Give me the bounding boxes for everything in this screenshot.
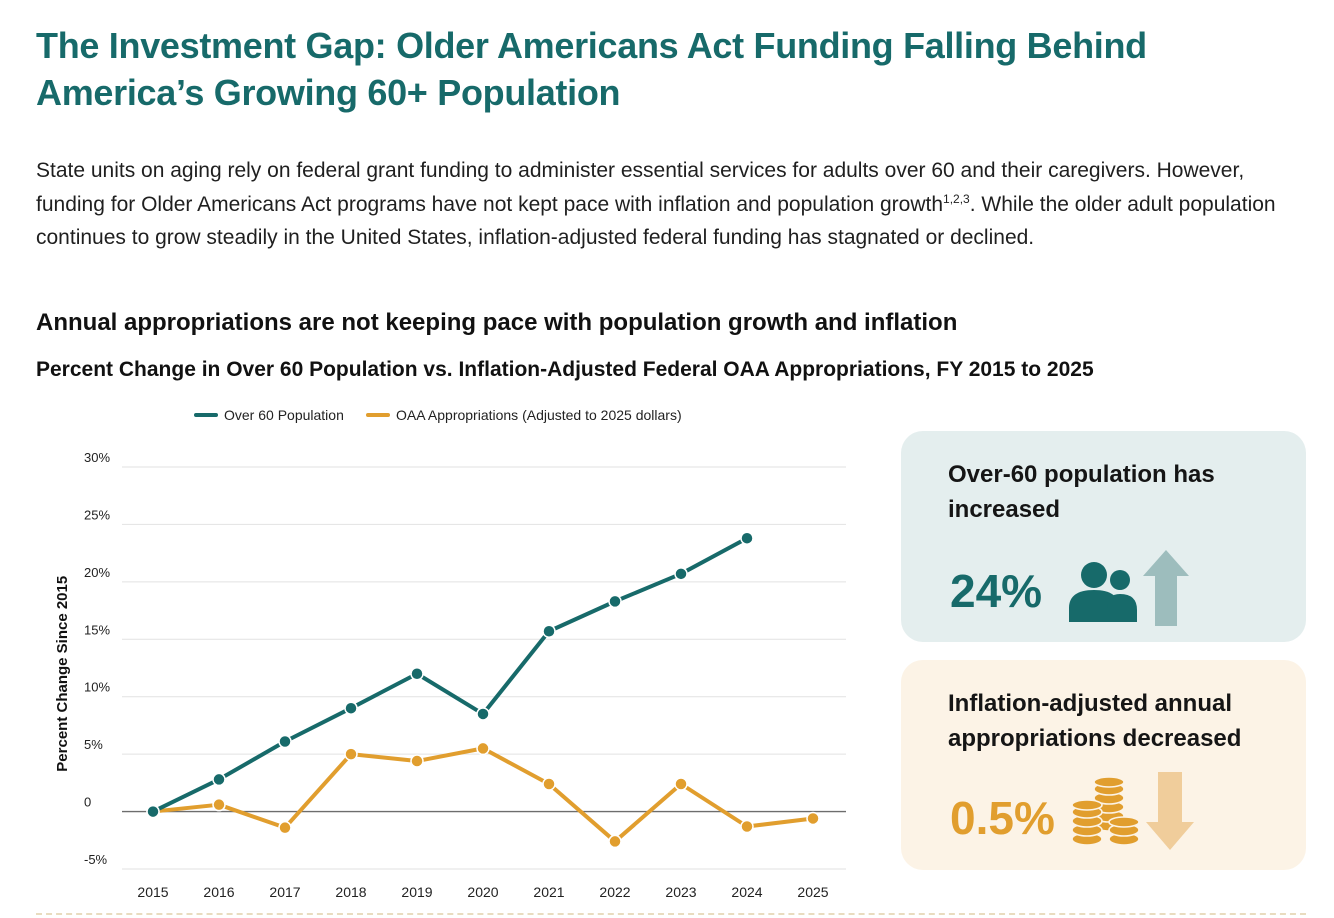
bottom-divider [36, 913, 1306, 915]
y-tick-label: 20% [84, 565, 110, 580]
y-tick-label: 0 [84, 795, 91, 810]
data-point [476, 741, 490, 756]
y-tick-label: 25% [84, 507, 110, 522]
data-point [344, 701, 358, 715]
intro-text: State units on aging rely on federal gra… [36, 159, 1245, 216]
y-tick-label: 30% [84, 450, 110, 465]
data-point [476, 707, 490, 721]
population-card: Over-60 population has increased 24% [901, 431, 1306, 642]
y-tick-label: -5% [84, 852, 108, 867]
data-point [212, 772, 226, 787]
x-tick-label: 2025 [797, 884, 828, 900]
x-tick-label: 2016 [203, 884, 234, 900]
intro-paragraph: State units on aging rely on federal gra… [36, 154, 1286, 255]
data-point [410, 754, 424, 768]
data-point [608, 834, 622, 849]
appropriations-card: Inflation-adjusted annual appropriations… [901, 660, 1306, 870]
data-point [278, 734, 292, 749]
appropriations-card-value: 0.5% [950, 792, 1055, 844]
people-icon [1069, 562, 1137, 622]
data-point [146, 804, 160, 819]
series-line [151, 536, 749, 814]
x-tick-label: 2024 [731, 884, 762, 900]
footnote-refs[interactable]: 1,2,3 [943, 191, 970, 206]
data-point [674, 777, 688, 791]
x-tick-label: 2023 [665, 884, 696, 900]
data-point [740, 819, 754, 834]
data-point [608, 594, 622, 609]
section-heading: Annual appropriations are not keeping pa… [36, 309, 958, 336]
chart-title: Percent Change in Over 60 Population vs.… [36, 358, 1094, 381]
data-point [806, 811, 820, 826]
y-tick-label: 15% [84, 622, 110, 637]
line-chart: -5% 0 5% 10% 15% 20% 25% 30% 2015 2016 2017 2018 201… [54, 407, 846, 900]
population-card-label: Over-60 population has increased [948, 461, 1215, 523]
data-point [542, 777, 556, 791]
coins-icon [1071, 776, 1140, 846]
x-tick-label: 2021 [533, 884, 564, 900]
data-point [410, 666, 424, 681]
x-tick-label: 2017 [269, 884, 300, 900]
page-title: The Investment Gap: Older Americans Act … [36, 25, 1147, 113]
data-point [212, 797, 226, 812]
data-point [674, 567, 688, 581]
population-card-value: 24% [950, 565, 1043, 617]
y-axis-label: Percent Change Since 2015 [54, 576, 71, 772]
data-point [278, 820, 292, 835]
legend-label: Over 60 Population [224, 407, 344, 423]
x-tick-label: 2015 [137, 884, 168, 900]
appropriations-card-label: Inflation-adjusted annual appropriations… [948, 690, 1242, 752]
x-tick-label: 2019 [401, 884, 432, 900]
x-tick-label: 2022 [599, 884, 630, 900]
data-point [740, 531, 754, 545]
arrow-down-icon [1146, 772, 1194, 850]
data-point [542, 624, 556, 638]
arrow-up-icon [1143, 550, 1189, 626]
intro-text-end: . While the older adult population conti… [36, 192, 1276, 250]
legend-label: OAA Appropriations (Adjusted to 2025 dol… [396, 407, 682, 423]
y-tick-label: 5% [84, 737, 103, 752]
y-tick-label: 10% [84, 680, 110, 695]
x-tick-label: 2020 [467, 884, 498, 900]
data-point [344, 747, 358, 761]
x-tick-label: 2018 [335, 884, 366, 900]
